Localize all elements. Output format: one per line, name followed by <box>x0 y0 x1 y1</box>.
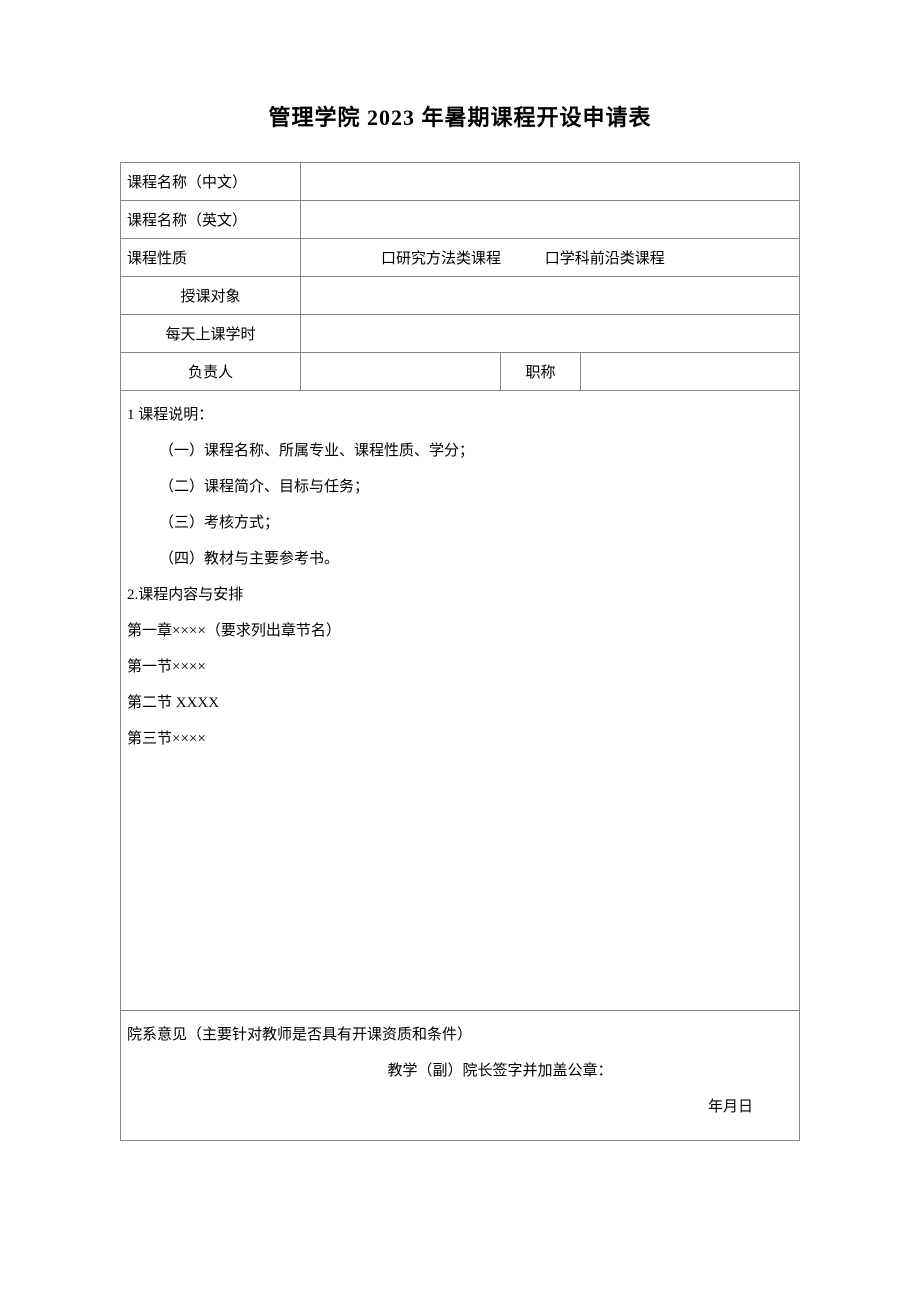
table-row: 院系意见（主要针对教师是否具有开课资质和条件） 教学（副）院长签字并加盖公章： … <box>121 1011 800 1141</box>
application-table: 课程名称（中文） 课程名称（英文） 课程性质 口研究方法类课程 口学科前沿类课程… <box>120 162 800 1141</box>
leader-label: 负责人 <box>121 353 301 391</box>
section1-item4: （四）教材与主要参考书。 <box>127 541 793 577</box>
leader-value[interactable] <box>301 353 501 391</box>
course-nature-options: 口研究方法类课程 口学科前沿类课程 <box>301 239 800 277</box>
table-row: 课程名称（中文） <box>121 163 800 201</box>
course-description-content: 1 课程说明： （一）课程名称、所属专业、课程性质、学分； （二）课程简介、目标… <box>121 391 799 763</box>
section-2: 第二节 XXXX <box>127 685 793 721</box>
page-title: 管理学院 2023 年暑期课程开设申请表 <box>120 100 800 132</box>
course-name-cn-value[interactable] <box>301 163 800 201</box>
course-name-cn-label: 课程名称（中文） <box>121 163 301 201</box>
table-row: 1 课程说明： （一）课程名称、所属专业、课程性质、学分； （二）课程简介、目标… <box>121 391 800 1011</box>
table-row: 课程性质 口研究方法类课程 口学科前沿类课程 <box>121 239 800 277</box>
date-label: 年月日 <box>127 1089 793 1125</box>
nature-option-frontier[interactable]: 口学科前沿类课程 <box>545 247 665 268</box>
sign-label: 教学（副）院长签字并加盖公章： <box>127 1053 793 1089</box>
table-row: 课程名称（英文） <box>121 201 800 239</box>
chapter1: 第一章××××（要求列出章节名） <box>127 613 793 649</box>
section1-item3: （三）考核方式； <box>127 505 793 541</box>
course-description-cell[interactable]: 1 课程说明： （一）课程名称、所属专业、课程性质、学分； （二）课程简介、目标… <box>121 391 800 1011</box>
section1-header: 1 课程说明： <box>127 397 793 433</box>
opinion-label: 院系意见（主要针对教师是否具有开课资质和条件） <box>127 1017 793 1053</box>
table-row: 授课对象 <box>121 277 800 315</box>
section1-item2: （二）课程简介、目标与任务； <box>127 469 793 505</box>
title-pos-value[interactable] <box>581 353 800 391</box>
section-1: 第一节×××× <box>127 649 793 685</box>
course-nature-label: 课程性质 <box>121 239 301 277</box>
opinion-content: 院系意见（主要针对教师是否具有开课资质和条件） 教学（副）院长签字并加盖公章： … <box>121 1011 799 1131</box>
section1-item1: （一）课程名称、所属专业、课程性质、学分； <box>127 433 793 469</box>
course-name-en-label: 课程名称（英文） <box>121 201 301 239</box>
opinion-cell[interactable]: 院系意见（主要针对教师是否具有开课资质和条件） 教学（副）院长签字并加盖公章： … <box>121 1011 800 1141</box>
audience-value[interactable] <box>301 277 800 315</box>
table-row: 每天上课学时 <box>121 315 800 353</box>
audience-label: 授课对象 <box>121 277 301 315</box>
table-row: 负责人 职称 <box>121 353 800 391</box>
daily-hours-label: 每天上课学时 <box>121 315 301 353</box>
title-pos-label: 职称 <box>501 353 581 391</box>
course-name-en-value[interactable] <box>301 201 800 239</box>
nature-option-research[interactable]: 口研究方法类课程 <box>381 247 501 268</box>
section-3: 第三节×××× <box>127 721 793 757</box>
section2-header: 2.课程内容与安排 <box>127 577 793 613</box>
daily-hours-value[interactable] <box>301 315 800 353</box>
